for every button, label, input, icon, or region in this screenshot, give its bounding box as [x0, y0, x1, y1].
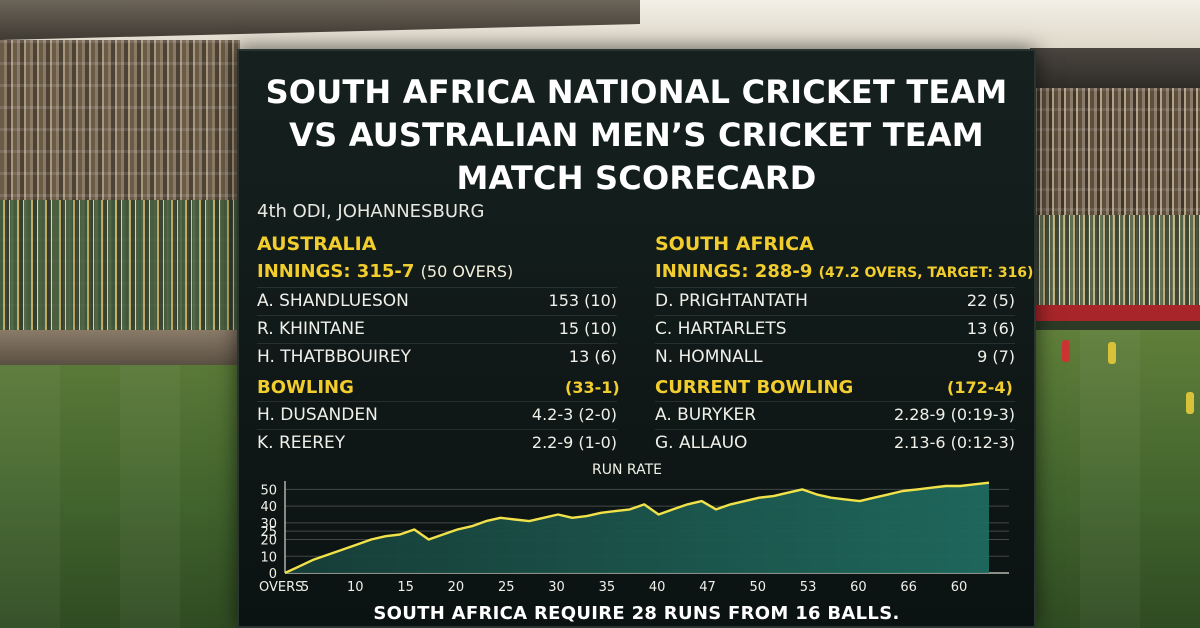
- y-tick-label: 0: [269, 567, 277, 582]
- bowler-name: A. BURYKER: [655, 405, 757, 425]
- team-name-australia: AUSTRALIA: [257, 233, 377, 255]
- innings-australia: INNINGS: 315-7 (50 OVERS): [257, 261, 513, 282]
- x-tick-label: 47: [699, 580, 716, 595]
- match-status: SOUTH AFRICA REQUIRE 28 RUNS FROM 16 BAL…: [373, 603, 900, 624]
- bowler-row: A. BURYKER 2.28-9 (0:19-3): [655, 401, 1015, 429]
- x-tick-label: 35: [599, 580, 616, 595]
- batter-score: 15 (10): [558, 319, 617, 338]
- title-line-3: MATCH SCORECARD: [456, 159, 817, 197]
- bowling-total-australia: (33-1): [565, 378, 620, 397]
- run-rate-chart: RUN RATE 0 10 20 25 30 40 50 OVERS 5 10 15 20 25 30 35 4…: [257, 459, 1017, 604]
- batter-name: N. HOMNALL: [655, 347, 763, 367]
- batter-row: N. HOMNALL 9 (7): [655, 343, 1015, 371]
- batter-row: R. KHINTANE 15 (10): [257, 315, 617, 343]
- x-tick-label: 60: [951, 580, 968, 595]
- crowd-lower-left: [0, 200, 240, 340]
- x-tick-label: 20: [448, 580, 465, 595]
- bowler-name: H. DUSANDEN: [257, 405, 378, 425]
- y-tick-label: 30: [260, 517, 277, 532]
- x-tick-label: 40: [649, 580, 666, 595]
- batter-name: A. SHANDLUESON: [257, 291, 409, 311]
- run-rate-area: [285, 482, 989, 573]
- title-line-2: VS AUSTRALIAN MEN’S CRICKET TEAM: [289, 116, 984, 154]
- team-name-south-africa: SOUTH AFRICA: [655, 233, 814, 255]
- bowling-heading-australia: BOWLING: [257, 377, 354, 398]
- x-tick-label: 50: [749, 580, 766, 595]
- batter-name: D. PRIGHTANTATH: [655, 291, 808, 311]
- boundary-fence: [0, 330, 240, 365]
- batter-score: 22 (5): [966, 291, 1015, 310]
- x-tick-label: 30: [548, 580, 565, 595]
- scoreboard-title: SOUTH AFRICA NATIONAL CRICKET TEAM VS AU…: [239, 71, 1034, 200]
- player-figure: [1062, 340, 1070, 362]
- bowler-figures: 2.13-6 (0:12-3): [893, 433, 1015, 452]
- innings-overs: (50 OVERS): [420, 262, 514, 281]
- batter-row: C. HARTARLETS 13 (6): [655, 315, 1015, 343]
- stadium-roof-right: [1030, 48, 1200, 88]
- batter-row: A. SHANDLUESON 153 (10): [257, 287, 617, 315]
- bowler-row: K. REEREY 2.2-9 (1-0): [257, 429, 617, 457]
- innings-overs-target: (47.2 OVERS, TARGET: 316): [818, 265, 1034, 281]
- innings-score: INNINGS: 315-7: [257, 261, 415, 282]
- y-tick-label: 50: [260, 483, 277, 498]
- x-axis-label: OVERS: [259, 580, 303, 595]
- bowler-row: G. ALLAUO 2.13-6 (0:12-3): [655, 429, 1015, 457]
- advertising-board: [1030, 305, 1200, 321]
- y-tick-label: 25: [260, 525, 277, 540]
- batter-score: 9 (7): [977, 347, 1015, 366]
- bowler-name: K. REEREY: [257, 433, 346, 453]
- bowler-figures: 2.28-9 (0:19-3): [893, 405, 1015, 424]
- title-line-1: SOUTH AFRICA NATIONAL CRICKET TEAM: [265, 73, 1008, 111]
- batter-row: H. THATBBOUIREY 13 (6): [257, 343, 617, 371]
- y-tick-label: 40: [260, 500, 277, 515]
- bowling-heading-south-africa: CURRENT BOWLING: [655, 377, 854, 398]
- x-tick-label: 66: [900, 580, 917, 595]
- batter-score: 13 (6): [966, 319, 1015, 338]
- x-tick-label: 5: [301, 580, 309, 595]
- bowler-figures: 2.2-9 (1-0): [531, 433, 617, 452]
- chart-title: RUN RATE: [592, 462, 662, 478]
- x-tick-label: 53: [800, 580, 817, 595]
- x-tick-label: 25: [498, 580, 515, 595]
- batter-name: R. KHINTANE: [257, 319, 365, 339]
- crowd-lower-right: [1030, 215, 1200, 305]
- bowling-total-south-africa: (172-4): [947, 378, 1013, 397]
- run-rate-line: [284, 481, 990, 575]
- bowler-figures: 4.2-3 (2-0): [531, 405, 617, 424]
- y-tick-label: 10: [260, 550, 277, 565]
- match-venue: 4th ODI, JOHANNESBURG: [257, 201, 485, 222]
- innings-south-africa: INNINGS: 288-9 (47.2 OVERS, TARGET: 316): [655, 261, 1033, 282]
- batter-name: H. THATBBOUIREY: [257, 347, 411, 367]
- x-tick-label: 15: [397, 580, 414, 595]
- x-tick-label: 60: [850, 580, 867, 595]
- batter-score: 153 (10): [548, 291, 617, 310]
- batter-score: 13 (6): [568, 347, 617, 366]
- y-tick-label: 20: [260, 534, 277, 549]
- scoreboard: SOUTH AFRICA NATIONAL CRICKET TEAM VS AU…: [237, 49, 1036, 628]
- batter-row: D. PRIGHTANTATH 22 (5): [655, 287, 1015, 315]
- player-figure: [1186, 392, 1194, 414]
- player-figure: [1108, 342, 1116, 364]
- bowler-name: G. ALLAUO: [655, 433, 748, 453]
- innings-score: INNINGS: 288-9: [655, 261, 813, 282]
- bowler-row: H. DUSANDEN 4.2-3 (2-0): [257, 401, 617, 429]
- batter-name: C. HARTARLETS: [655, 319, 787, 339]
- x-tick-label: 10: [347, 580, 364, 595]
